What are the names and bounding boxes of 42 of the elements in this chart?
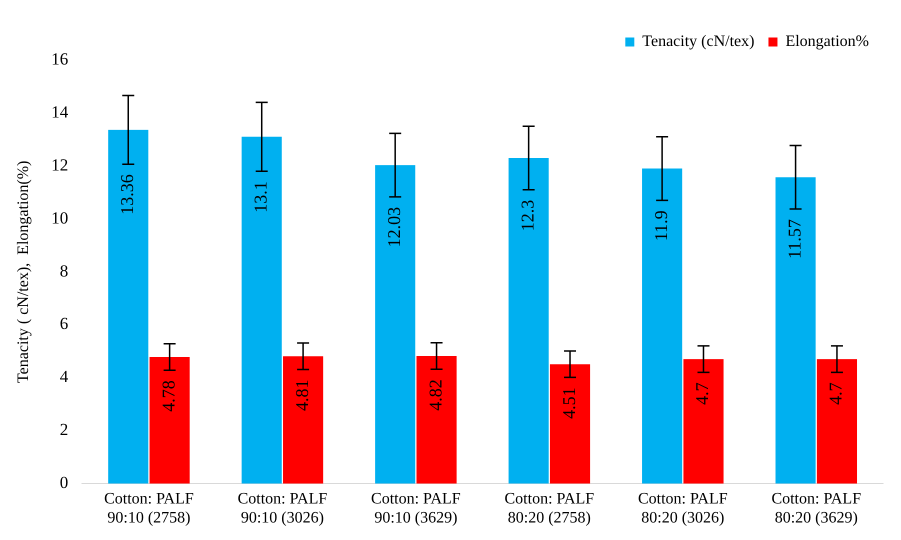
bar (508, 158, 549, 484)
bar (242, 136, 282, 484)
x-tick-label: Cotton: PALF 90:10 (2758) (104, 490, 194, 527)
x-tick-label: Cotton: PALF 90:10 (3629) (371, 490, 461, 527)
data-label: 13.36 (116, 174, 137, 215)
y-tick-label: 12 (51, 155, 68, 174)
data-label: 4.78 (158, 380, 178, 412)
x-tick-label: Cotton: PALF 80:20 (3629) (771, 490, 862, 527)
x-tick-label: Cotton: PALF 80:20 (3026) (638, 490, 728, 527)
y-tick-label: 8 (60, 261, 68, 280)
y-axis-title: Tenacity ( cN/tex), Elongation(%) (14, 160, 32, 383)
bar (283, 356, 324, 484)
bar (150, 357, 190, 484)
data-label: 4.7 (692, 382, 712, 405)
data-label: 4.7 (826, 382, 846, 405)
y-tick-label: 6 (60, 314, 68, 334)
bar (108, 130, 148, 484)
y-tick-label: 16 (51, 49, 68, 68)
bar (550, 364, 590, 484)
legend-label: Tenacity (cN/tex) (642, 33, 754, 50)
data-label: 11.57 (784, 219, 804, 259)
legend-label: Elongation% (785, 33, 870, 50)
data-label: 4.82 (425, 379, 446, 411)
y-tick-label: 14 (51, 102, 69, 122)
y-tick-label: 2 (60, 420, 68, 440)
y-tick-label: 10 (51, 208, 68, 228)
y-tick-label: 4 (60, 367, 69, 386)
bar (642, 168, 682, 484)
data-label: 13.1 (250, 181, 270, 213)
data-label: 12.3 (517, 200, 538, 232)
x-tick-label: Cotton: PALF 80:20 (2758) (504, 490, 594, 527)
bar (816, 359, 858, 484)
x-tick-label: Cotton: PALF 90:10 (3026) (238, 490, 328, 527)
data-label: 4.81 (292, 379, 312, 411)
data-label: 12.03 (384, 206, 404, 248)
bar (375, 165, 416, 484)
data-label: 11.9 (650, 210, 671, 242)
data-label: 4.51 (558, 387, 579, 419)
bar (416, 356, 457, 484)
bar (683, 359, 724, 484)
y-tick-label: 0 (60, 473, 68, 492)
bar (776, 177, 816, 484)
